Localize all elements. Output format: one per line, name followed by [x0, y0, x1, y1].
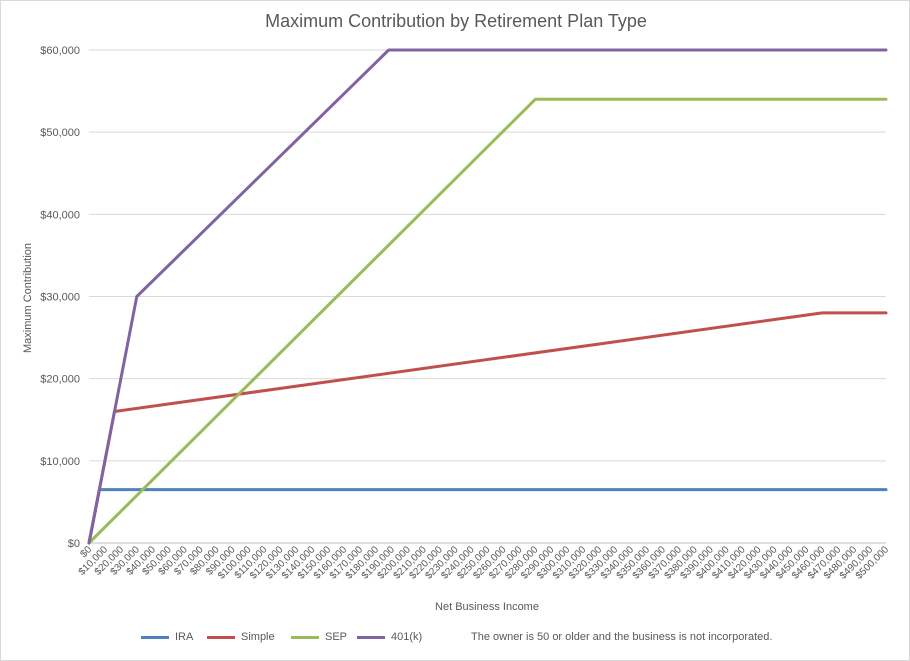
legend-item-sep: SEP [291, 631, 347, 643]
legend-item-simple: Simple [207, 631, 275, 643]
legend-swatch-simple [207, 635, 235, 639]
series-line-401k [87, 48, 888, 545]
y-tick-label: $0 [68, 538, 80, 550]
legend-item-ira: IRA [141, 631, 193, 643]
legend-label-sep: SEP [325, 631, 348, 643]
y-tick-label: $60,000 [40, 45, 80, 57]
series-line-sep [87, 97, 888, 545]
y-tick-labels: $0 $10,000 $20,000 $30,000 $40,000 $50,000 $60… [40, 45, 80, 550]
legend: IRA Simple SEP 401(k) The owner is 50 or… [1, 631, 910, 651]
x-tick-labels: $0$10,000$20,000$30,000$40,000$50,000$60… [77, 544, 892, 582]
y-tick-label: $10,000 [40, 456, 80, 468]
chart-plot: $0 $10,000 $20,000 $30,000 $40,000 $50,000 $60… [22, 45, 892, 613]
y-tick-label: $50,000 [40, 127, 80, 139]
series-line-simple [87, 311, 888, 545]
chart-title: Maximum Contribution by Retirement Plan … [265, 11, 647, 31]
legend-label-simple: Simple [241, 631, 275, 643]
legend-label-ira: IRA [175, 631, 194, 643]
legend-item-401k: 401(k) [357, 631, 422, 643]
y-tick-label: $40,000 [40, 209, 80, 221]
legend-swatch-sep [291, 635, 319, 639]
y-tick-label: $30,000 [40, 292, 80, 304]
y-axis-label: Maximum Contribution [22, 243, 34, 353]
gridlines [89, 49, 886, 544]
x-axis-label: Net Business Income [435, 601, 539, 613]
legend-swatch-401k [357, 635, 385, 639]
series-line-ira [87, 488, 888, 545]
legend-swatch-ira [141, 635, 169, 639]
legend-note: The owner is 50 or older and the busines… [471, 631, 773, 643]
series-lines [87, 48, 888, 545]
y-tick-label: $20,000 [40, 374, 80, 386]
legend-label-401k: 401(k) [391, 631, 423, 643]
